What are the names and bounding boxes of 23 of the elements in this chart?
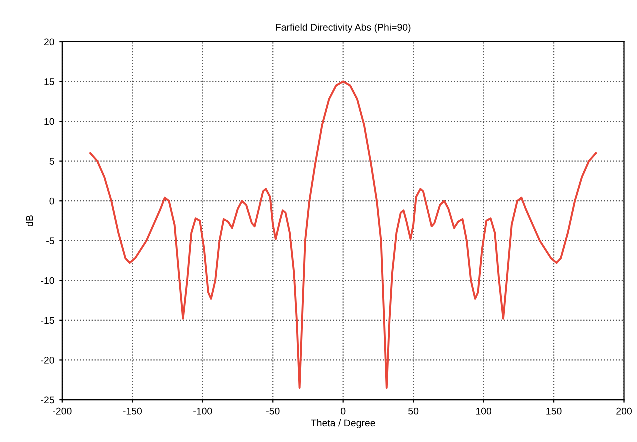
y-tick-label: -20 xyxy=(41,356,54,364)
chart-title: Farfield Directivity Abs (Phi=90) xyxy=(276,24,411,33)
y-axis-title: dB xyxy=(26,216,34,227)
x-tick-label: 200 xyxy=(616,408,632,415)
y-tick-label: -10 xyxy=(41,277,54,284)
x-tick-label: -100 xyxy=(194,408,212,415)
y-tick-label: 20 xyxy=(44,38,54,46)
y-tick-label: 0 xyxy=(50,198,54,205)
x-tick-label: 0 xyxy=(341,408,346,415)
x-axis-title: Theta / Degree xyxy=(311,419,376,429)
y-tick-label: 10 xyxy=(44,118,54,126)
y-tick-label: -15 xyxy=(41,317,54,324)
x-tick-label: -200 xyxy=(53,408,72,415)
y-tick-label: 15 xyxy=(44,78,54,86)
x-tick-label: 100 xyxy=(476,408,492,415)
y-tick-label: 5 xyxy=(50,158,54,165)
y-tick-label: -25 xyxy=(41,396,54,404)
x-tick-label: 150 xyxy=(546,408,562,415)
x-tick-label: 50 xyxy=(408,408,419,415)
x-tick-label: -50 xyxy=(266,408,280,415)
y-tick-label: -5 xyxy=(46,238,54,245)
line-series xyxy=(90,80,598,390)
x-tick-label: -150 xyxy=(123,408,142,415)
